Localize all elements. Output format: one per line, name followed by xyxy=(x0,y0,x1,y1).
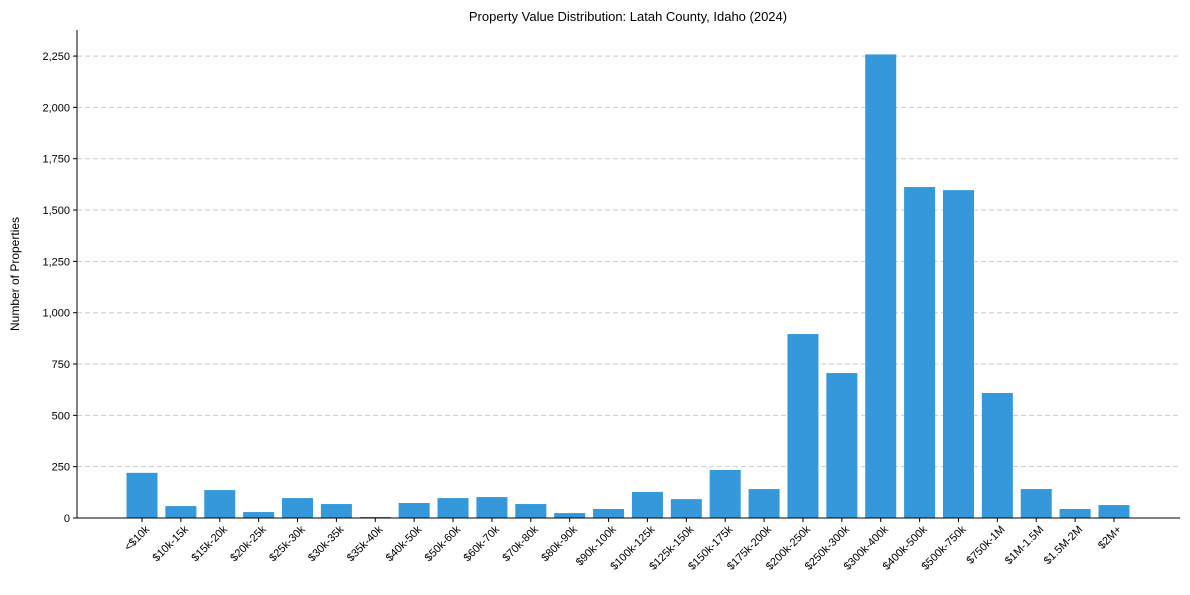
bar xyxy=(359,516,391,518)
bar xyxy=(865,54,897,519)
bar xyxy=(165,506,197,518)
y-tick-label: 2,000 xyxy=(42,102,70,114)
x-tick-label: $50k-60k xyxy=(423,523,464,564)
bar xyxy=(1020,489,1052,518)
bar xyxy=(1059,508,1091,518)
x-tick-label: $35k-40k xyxy=(345,523,386,564)
bar xyxy=(942,190,974,518)
x-tick-label: $10k-15k xyxy=(151,523,192,564)
y-tick-label: 1,500 xyxy=(42,205,70,217)
x-tick-label: $1.5M-2M xyxy=(1042,524,1086,568)
bar xyxy=(709,469,741,518)
bar xyxy=(243,512,275,518)
x-tick-label: <$10k xyxy=(122,523,152,553)
y-tick-label: 250 xyxy=(52,462,70,474)
y-tick-label: 1,250 xyxy=(42,256,70,268)
bar xyxy=(593,508,625,518)
bar xyxy=(826,373,858,518)
bar xyxy=(1098,505,1130,518)
x-tick-label: $30k-35k xyxy=(306,523,347,564)
bar xyxy=(904,187,936,518)
bar xyxy=(282,498,314,518)
bar xyxy=(476,497,508,518)
x-tick-label: $70k-80k xyxy=(500,523,541,564)
bar xyxy=(398,503,430,518)
y-tick-label: 1,750 xyxy=(42,154,70,166)
bar xyxy=(787,334,819,518)
bar xyxy=(126,472,158,518)
bar xyxy=(631,491,663,518)
x-tick-label: $750k-1M xyxy=(964,524,1007,567)
bar xyxy=(515,504,547,518)
y-tick-label: 2,250 xyxy=(42,51,70,63)
bar xyxy=(204,490,236,518)
x-tick-label: $1M-1.5M xyxy=(1003,524,1047,568)
bar xyxy=(670,499,702,518)
x-tick-label: $80k-90k xyxy=(539,523,580,564)
x-tick-label: $25k-30k xyxy=(267,523,308,564)
y-tick-label: 500 xyxy=(52,410,70,422)
chart-title: Property Value Distribution: Latah Count… xyxy=(469,9,787,24)
bar xyxy=(320,504,352,518)
x-tick-label: $2M+ xyxy=(1096,524,1124,552)
y-axis-label: Number of Properties xyxy=(8,217,22,331)
x-tick-label: $40k-50k xyxy=(384,523,425,564)
y-tick-label: 0 xyxy=(64,513,70,525)
bar xyxy=(437,498,469,518)
bar xyxy=(554,513,586,518)
x-tick-label: $60k-70k xyxy=(462,523,503,564)
bar xyxy=(981,392,1013,518)
x-tick-label: $15k-20k xyxy=(189,523,230,564)
x-tick-label: $20k-25k xyxy=(228,523,269,564)
y-tick-label: 750 xyxy=(52,359,70,371)
bar xyxy=(748,489,780,518)
y-tick-label: 1,000 xyxy=(42,308,70,320)
